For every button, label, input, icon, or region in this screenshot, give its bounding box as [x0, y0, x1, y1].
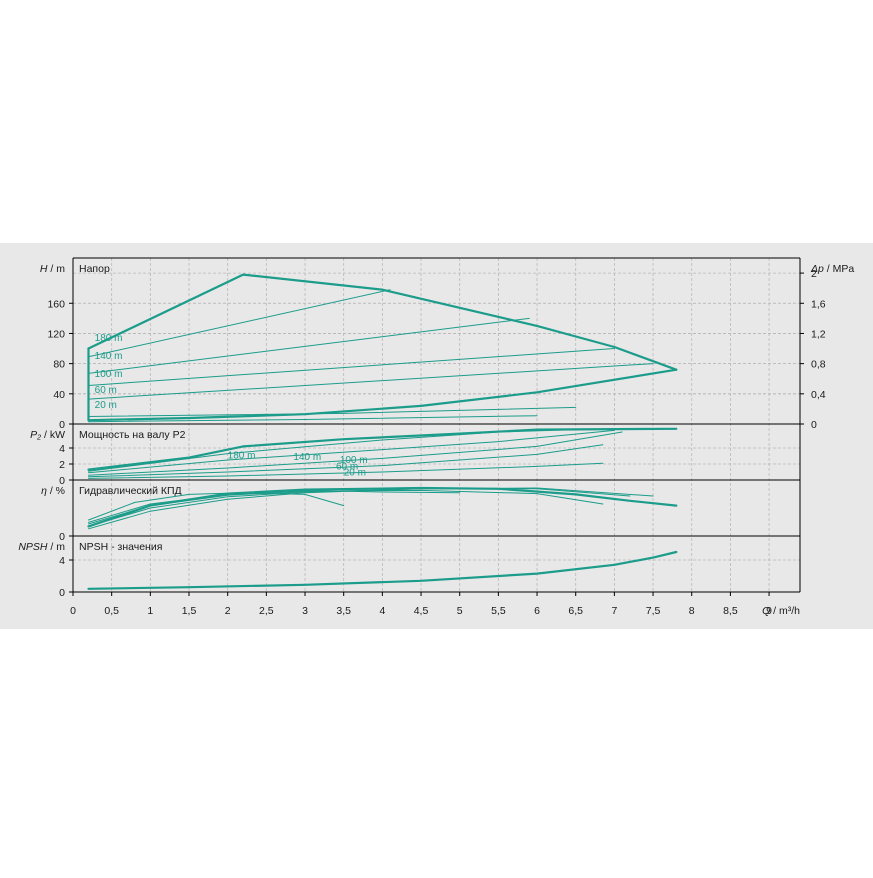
- x-axis-label-var: Q: [762, 605, 770, 617]
- y-tick-label-head-1: 40: [53, 389, 65, 401]
- x-tick-label-9: 4,5: [414, 605, 429, 617]
- curve-label-power-2: 100 m: [340, 455, 368, 466]
- y-tick-label-head-0: 0: [59, 419, 65, 431]
- curve-efficiency-4: [88, 488, 631, 527]
- curve-label-power-4: 20 m: [344, 468, 366, 479]
- curve-head-3: [88, 289, 391, 358]
- right-tick-label-0: 0: [811, 419, 817, 431]
- panel-title-efficiency: Гидравлический КПД: [79, 485, 182, 497]
- y-tick-label-npsh-1: 4: [59, 555, 65, 567]
- x-tick-label-15: 7,5: [646, 605, 661, 617]
- panel-title-head: Напор: [79, 263, 110, 275]
- curve-power-3: [88, 431, 623, 476]
- y-axis-label-power-var: P₂: [30, 429, 41, 441]
- x-tick-label-4: 2: [225, 605, 231, 617]
- right-tick-label-2: 0,8: [811, 359, 826, 371]
- panel-head: 0 40 80 120 160 0 0,4 0,8 1,2 1,6 2 Напор 180 m 140 m…: [47, 263, 825, 431]
- curve-label-head-2: 100 m: [95, 369, 123, 380]
- y-axis-label-efficiency-unit: / %: [47, 485, 65, 497]
- y-axis-label-npsh-unit: / m: [48, 541, 66, 553]
- curve-efficiency-0: [87, 486, 678, 528]
- right-tick-label-4: 1,6: [811, 298, 826, 310]
- curve-power-0: [87, 427, 678, 471]
- y-tick-label-efficiency-0: 0: [59, 531, 65, 543]
- panel-efficiency: 0 Гидравлический КПД: [59, 485, 800, 543]
- curve-label-power-1: 140 m: [293, 452, 321, 463]
- x-tick-label-18: 9: [766, 605, 772, 617]
- y-tick-label-power-1: 2: [59, 459, 65, 471]
- y-axis-label-power-unit: / kW: [41, 429, 65, 441]
- curve-power-5: [88, 462, 604, 479]
- curve-head-5: [88, 348, 615, 386]
- y-axis-label-npsh: NPSH / m: [18, 541, 65, 553]
- x-tick-label-13: 6,5: [568, 605, 583, 617]
- x-tick-label-5: 2,5: [259, 605, 274, 617]
- curve-head-0: [87, 273, 678, 371]
- curve-label-power-3: 60 m: [336, 462, 358, 473]
- panel-npsh: 0 4 NPSH - значения: [59, 541, 800, 599]
- x-tick-label-12: 6: [534, 605, 540, 617]
- x-tick-label-6: 3: [302, 605, 308, 617]
- y-tick-label-head-3: 120: [47, 328, 65, 340]
- x-tick-label-1: 0,5: [104, 605, 119, 617]
- curve-efficiency-3: [88, 489, 604, 525]
- y-tick-label-power-2: 4: [59, 443, 65, 455]
- panel-title-power: Мощность на валу P2: [79, 429, 186, 441]
- right-tick-label-1: 0,4: [811, 389, 826, 401]
- curve-power-1: [88, 429, 577, 472]
- y-axis-label-head-var: H: [40, 263, 48, 275]
- x-tick-label-0: 0: [70, 605, 76, 617]
- y-axis-label-power: P₂ / kW: [30, 429, 65, 441]
- right-tick-label-3: 1,2: [811, 328, 826, 340]
- curve-label-power-0: 180 m: [228, 450, 256, 461]
- curve-head-4: [88, 317, 530, 374]
- curve-npsh-0: [87, 550, 678, 590]
- right-axis-label-unit: / MPa: [824, 263, 855, 275]
- curve-label-head-4: 20 m: [95, 400, 117, 411]
- curve-label-head-0: 180 m: [95, 333, 123, 344]
- curve-efficiency-2: [88, 489, 461, 523]
- curve-label-head-3: 60 m: [95, 385, 117, 396]
- x-tick-label-8: 4: [379, 605, 385, 617]
- curve-power-2: [88, 429, 615, 474]
- curve-efficiency-5: [88, 487, 654, 530]
- y-tick-label-npsh-0: 0: [59, 587, 65, 599]
- right-tick-label-5: 2: [811, 268, 817, 280]
- x-tick-label-16: 8: [689, 605, 695, 617]
- x-tick-label-10: 5: [457, 605, 463, 617]
- panel-power: 0 2 4 Мощность на валу P2 180 m 140 m 100 m60 …: [59, 427, 800, 487]
- right-axis-label-var: Δp: [810, 263, 824, 275]
- curve-efficiency-1: [88, 492, 345, 521]
- x-tick-label-2: 1: [147, 605, 153, 617]
- y-axis-label-efficiency-var: η: [41, 485, 47, 497]
- panel-title-npsh: NPSH - значения: [79, 541, 162, 553]
- y-axis-label-head: H / m: [40, 263, 65, 275]
- curve-head-8: [88, 415, 538, 423]
- y-axis-label-efficiency: η / %: [41, 485, 65, 497]
- y-tick-label-head-2: 80: [53, 359, 65, 371]
- curve-head-7: [88, 406, 577, 417]
- x-tick-label-11: 5,5: [491, 605, 506, 617]
- x-axis-label: Q / m³/h: [762, 605, 800, 617]
- curve-label-head-1: 140 m: [95, 351, 123, 362]
- x-tick-label-17: 8,5: [723, 605, 738, 617]
- curve-head-6: [88, 363, 654, 400]
- curve-power-4: [88, 444, 604, 478]
- x-tick-label-14: 7: [611, 605, 617, 617]
- y-tick-label-head-4: 160: [47, 298, 65, 310]
- x-tick-label-7: 3,5: [336, 605, 351, 617]
- y-axis-label-head-unit: / m: [48, 263, 66, 275]
- y-tick-label-power-0: 0: [59, 475, 65, 487]
- x-axis-label-unit: / m³/h: [770, 605, 800, 617]
- x-tick-label-3: 1,5: [182, 605, 197, 617]
- y-axis-label-npsh-var: NPSH: [18, 541, 48, 553]
- curve-head-1: [87, 368, 678, 422]
- right-axis-label: Δp / MPa: [810, 263, 854, 275]
